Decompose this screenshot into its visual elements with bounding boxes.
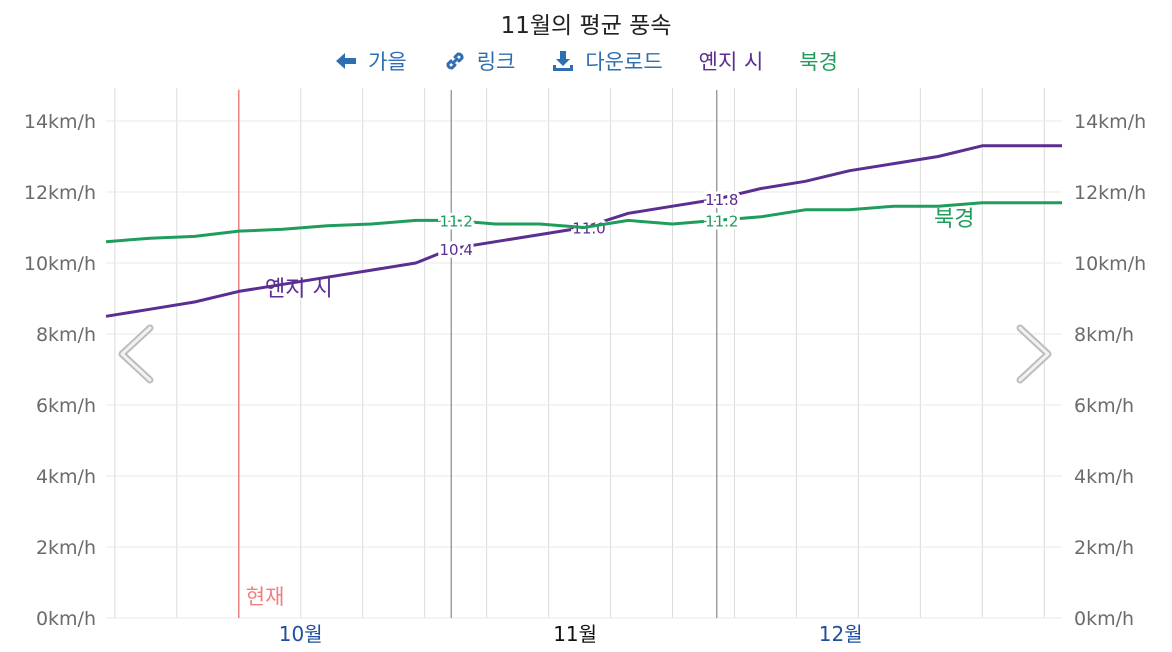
y-tick-label-right: 2km/h [1074,537,1134,559]
data-label-halo: 11.8 [705,191,738,209]
link-button[interactable]: 링크 [443,46,516,76]
data-label: 11.2 [705,212,738,230]
y-tick-label-left: 12km/h [24,182,96,204]
x-tick-label: 11월 [553,622,597,646]
arrow-left-icon [334,49,358,73]
data-label: 10.4 [440,241,473,259]
y-tick-label-right: 12km/h [1074,182,1146,204]
y-tick-label-left: 0km/h [36,608,96,630]
chevron-left-icon[interactable] [114,324,158,384]
y-tick-label-right: 0km/h [1074,608,1134,630]
y-tick-label-left: 8km/h [36,324,96,346]
y-tick-label-right: 10km/h [1074,253,1146,275]
download-label: 다운로드 [585,50,663,74]
data-label: 11.0 [572,220,605,238]
y-tick-label-left: 2km/h [36,537,96,559]
link-icon [443,49,467,73]
chart-toolbar: 가을 링크 다운로드 옌 [0,46,1172,76]
series-name-yanji: 옌지 시 [265,277,333,302]
data-label: 11.8 [705,191,738,209]
y-tick-label-right: 6km/h [1074,395,1134,417]
now-marker-label: 현재 [246,585,285,609]
data-label-halo: 11.2 [705,212,738,230]
download-icon [551,49,575,73]
y-tick-label-right: 14km/h [1074,111,1146,133]
link-label: 링크 [476,50,516,74]
y-tick-label-left: 14km/h [24,111,96,133]
download-button[interactable]: 다운로드 [551,46,663,76]
data-label: 11.2 [440,212,473,230]
data-label-halo: 11.0 [572,220,605,238]
legend-item-beijing[interactable]: 북경 [799,50,838,74]
series-name-beijing: 북경 [934,207,974,232]
chart-title: 11월의 평균 풍속 [500,13,672,39]
series-line-0 [105,144,1062,318]
y-tick-label-left: 10km/h [24,253,96,275]
y-tick-label-right: 4km/h [1074,466,1134,488]
legend-item-yanji[interactable]: 옌지 시 [698,50,764,74]
y-tick-label-left: 4km/h [36,466,96,488]
data-label-halo: 10.4 [440,241,473,259]
series-line-1 [105,201,1062,244]
x-tick-label: 12월 [819,622,863,646]
data-label-halo: 11.2 [440,212,473,230]
y-tick-label-left: 6km/h [36,395,96,417]
prev-season-label: 가을 [368,50,407,74]
chevron-right-icon[interactable] [1012,324,1056,384]
x-tick-label: 10월 [279,622,323,646]
y-tick-label-right: 8km/h [1074,324,1134,346]
prev-season-button[interactable]: 가을 [334,46,407,76]
